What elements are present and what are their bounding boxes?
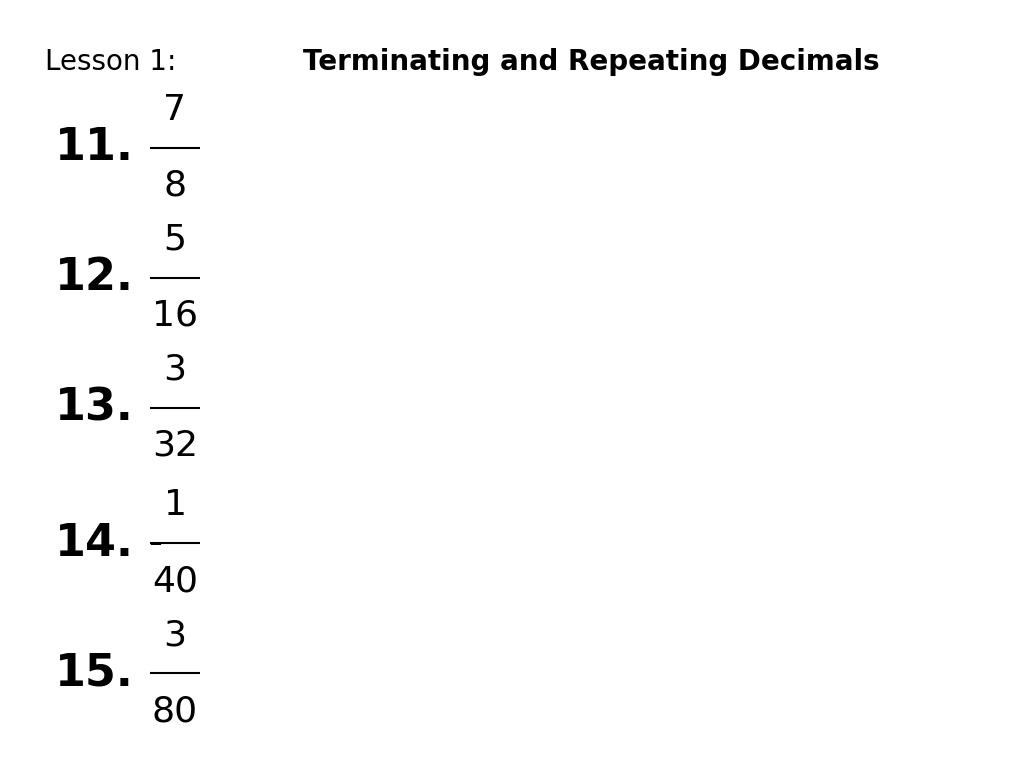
Text: -: - — [148, 524, 162, 562]
Text: 3: 3 — [164, 618, 186, 652]
Text: 5: 5 — [164, 223, 186, 257]
Text: 13.: 13. — [55, 386, 134, 429]
Text: 15.: 15. — [55, 651, 134, 694]
Text: Terminating and Repeating Decimals: Terminating and Repeating Decimals — [303, 48, 880, 76]
Text: 14.: 14. — [55, 521, 134, 564]
Text: 40: 40 — [152, 564, 198, 598]
Text: 1: 1 — [164, 488, 186, 522]
Text: Lesson 1:: Lesson 1: — [45, 48, 185, 76]
Text: 12.: 12. — [55, 257, 134, 300]
Text: 32: 32 — [152, 429, 198, 463]
Text: 7: 7 — [164, 93, 186, 127]
Text: 80: 80 — [152, 694, 198, 728]
Text: 16: 16 — [152, 299, 198, 333]
Text: 8: 8 — [164, 169, 186, 203]
Text: 11.: 11. — [55, 127, 134, 170]
Text: 3: 3 — [164, 353, 186, 387]
